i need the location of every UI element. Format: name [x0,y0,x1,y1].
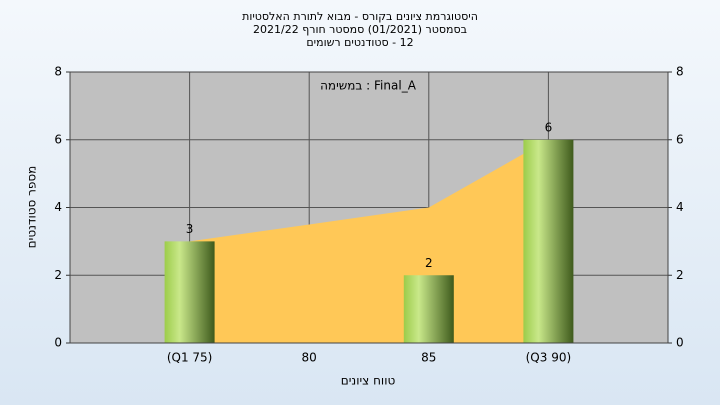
bar [403,275,454,343]
x-tick-label: (Q3 90) [526,351,572,365]
y-tick-label: 0 [54,336,62,350]
x-tick-label: 80 [302,351,317,365]
y2-tick-label: 0 [676,336,684,350]
y-tick-label: 2 [54,268,62,282]
x-axis-label: טווח ציונים [341,374,396,388]
data-label: 3 [186,222,194,236]
y-tick-label: 6 [54,132,62,146]
chart-title: בסמסטר (01/2021) סמסטר חורף 2021/22 [253,23,467,36]
y2-tick-label: 8 [676,65,684,79]
annotation: Final_A : במשימה [320,79,417,93]
y-tick-label: 8 [54,65,62,79]
bar [164,241,215,343]
x-tick-label: (Q1 75) [167,351,213,365]
bar [523,139,574,343]
chart-title: היסטוגרמת ציונים בקורס - מבוא לתורת האלס… [242,10,478,23]
y2-tick-label: 2 [676,268,684,282]
y2-tick-label: 4 [676,200,684,214]
x-tick-label: 85 [421,351,436,365]
data-label: 2 [425,256,433,270]
y-axis-label: מספר סטודנטים [25,166,39,249]
chart-title: 12 - סטודנטים רשומים [306,36,413,49]
plot-border [69,71,669,344]
y-tick-label: 4 [54,200,62,214]
y2-tick-label: 6 [676,132,684,146]
area [189,139,549,343]
data-label: 6 [545,120,553,134]
